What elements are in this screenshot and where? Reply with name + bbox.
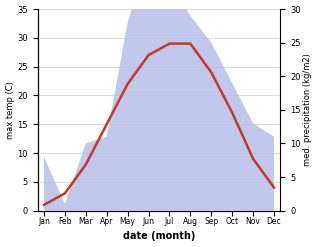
Y-axis label: max temp (C): max temp (C) [5,81,15,139]
Y-axis label: med. precipitation (kg/m2): med. precipitation (kg/m2) [303,53,313,166]
X-axis label: date (month): date (month) [123,231,195,242]
